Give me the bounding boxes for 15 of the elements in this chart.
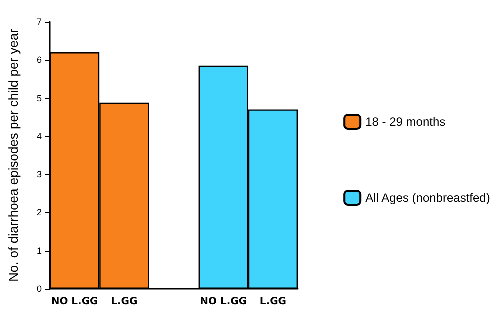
y-tick-label: 4 — [36, 131, 42, 142]
y-tick-label: 2 — [36, 208, 42, 218]
legend-label: 18 - 29 months — [366, 115, 446, 129]
x-tick-label: L.GG — [260, 296, 286, 308]
x-tick-label: L.GG — [111, 296, 138, 308]
y-tick-label: 3 — [36, 170, 42, 180]
y-tick-label: 6 — [36, 55, 42, 66]
y-tick-label: 0 — [36, 284, 42, 294]
legend-label: All Ages (nonbreastfed) — [366, 191, 490, 205]
y-tick-label: 5 — [36, 93, 42, 104]
y-tick-label: 7 — [36, 17, 42, 27]
x-tick-label: NO L.GG — [51, 296, 98, 308]
x-tick-label: NO L.GG — [200, 296, 248, 308]
y-tick-label: 1 — [36, 246, 42, 256]
y-axis-title: No. of diarrhoea episodes per child per year — [6, 28, 21, 282]
